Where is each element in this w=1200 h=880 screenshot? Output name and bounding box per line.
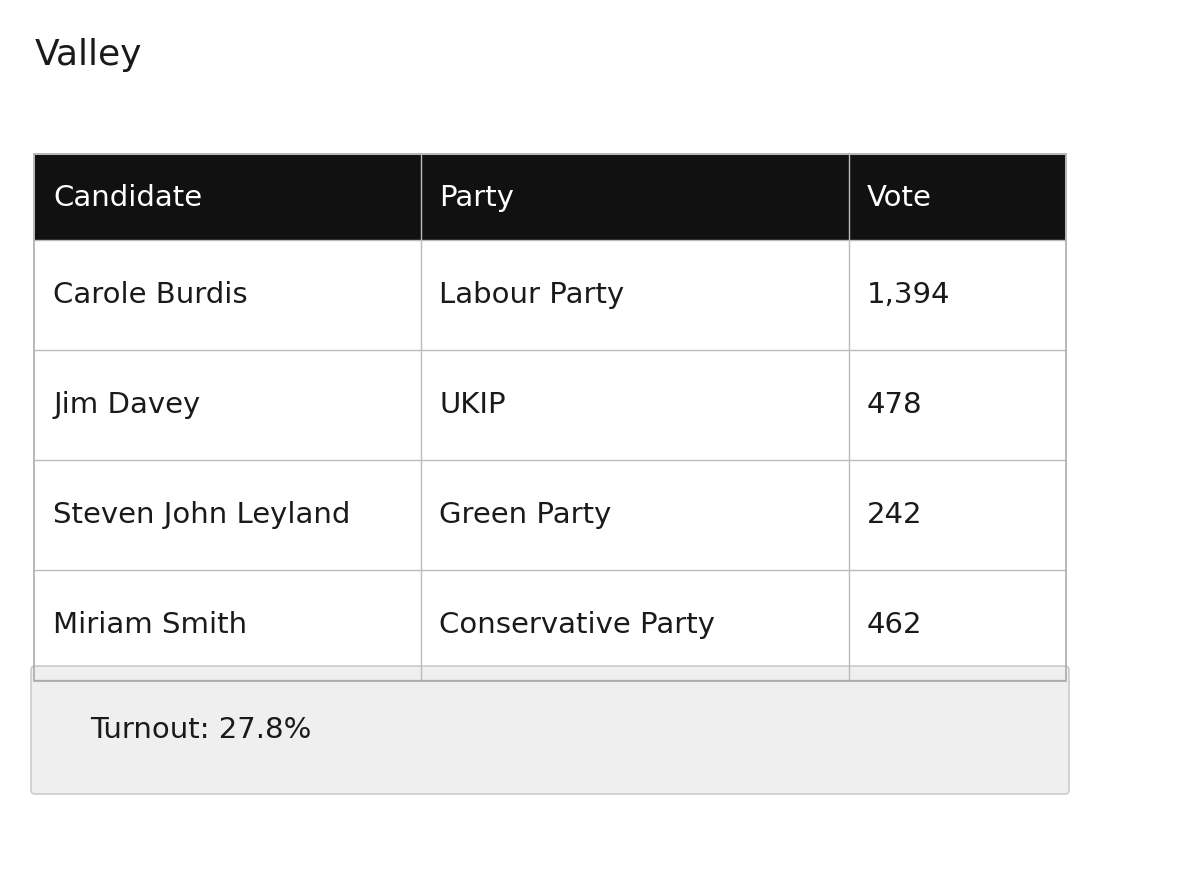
Bar [35, 155, 1066, 240]
Text: 462: 462 [866, 611, 923, 639]
Text: 242: 242 [866, 501, 923, 529]
Bar [35, 350, 1066, 460]
Text: Miriam Smith: Miriam Smith [53, 611, 247, 639]
FancyBboxPatch shape [31, 666, 1069, 794]
Text: Turnout: 27.8%: Turnout: 27.8% [90, 716, 311, 744]
Text: UKIP: UKIP [439, 391, 506, 419]
Text: 1,394: 1,394 [866, 281, 950, 309]
Text: Candidate: Candidate [53, 184, 202, 211]
Text: Conservative Party: Conservative Party [439, 611, 715, 639]
Text: Valley: Valley [35, 38, 143, 72]
Bar [35, 570, 1066, 680]
Text: Vote: Vote [866, 184, 931, 211]
Bar [35, 240, 1066, 350]
Text: 478: 478 [866, 391, 923, 419]
Text: Carole Burdis: Carole Burdis [53, 281, 247, 309]
Text: Labour Party: Labour Party [439, 281, 624, 309]
Text: Party: Party [439, 184, 515, 211]
Text: Steven John Leyland: Steven John Leyland [53, 501, 350, 529]
Text: Green Party: Green Party [439, 501, 612, 529]
Bar [35, 460, 1066, 570]
Text: Jim Davey: Jim Davey [53, 391, 200, 419]
Bar [34, 154, 1066, 681]
